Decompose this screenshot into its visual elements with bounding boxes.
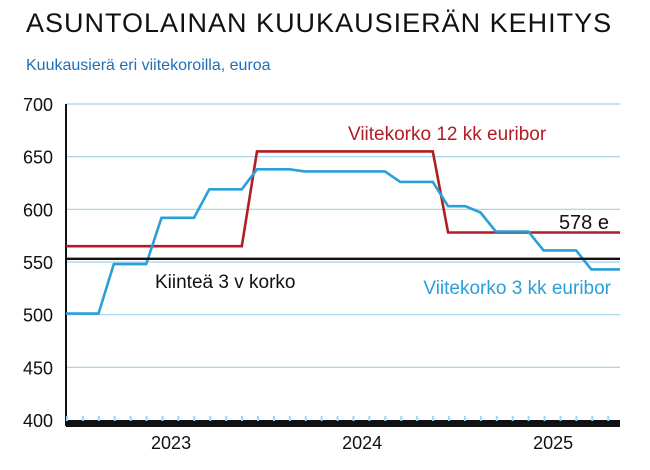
- series-line-12kk: [66, 150, 620, 248]
- y-tick-label: 400: [23, 411, 53, 431]
- label-578e: 578 e: [559, 212, 609, 234]
- y-tick-label: 700: [23, 95, 53, 115]
- chart-title: ASUNTOLAINAN KUUKAUSIERÄN KEHITYS: [26, 8, 613, 38]
- chart-subtitle: Kuukausierä eri viitekoroilla, euroa: [26, 57, 271, 74]
- label-euribor-12kk: Viitekorko 12 kk euribor: [348, 124, 547, 145]
- series-line-3kk: [66, 168, 620, 315]
- y-tick-label: 550: [23, 253, 53, 273]
- y-tick-label: 650: [23, 148, 53, 168]
- y-tick-label: 450: [23, 358, 53, 378]
- x-tick-label: 2023: [151, 433, 191, 453]
- x-tick-label: 2025: [533, 433, 573, 453]
- label-euribor-3kk: Viitekorko 3 kk euribor: [423, 278, 611, 299]
- x-tick-label: 2024: [342, 433, 382, 453]
- y-tick-label: 600: [23, 200, 53, 220]
- label-fixed-rate: Kiinteä 3 v korko: [155, 272, 295, 293]
- y-tick-label: 500: [23, 306, 53, 326]
- x-axis: [66, 420, 620, 427]
